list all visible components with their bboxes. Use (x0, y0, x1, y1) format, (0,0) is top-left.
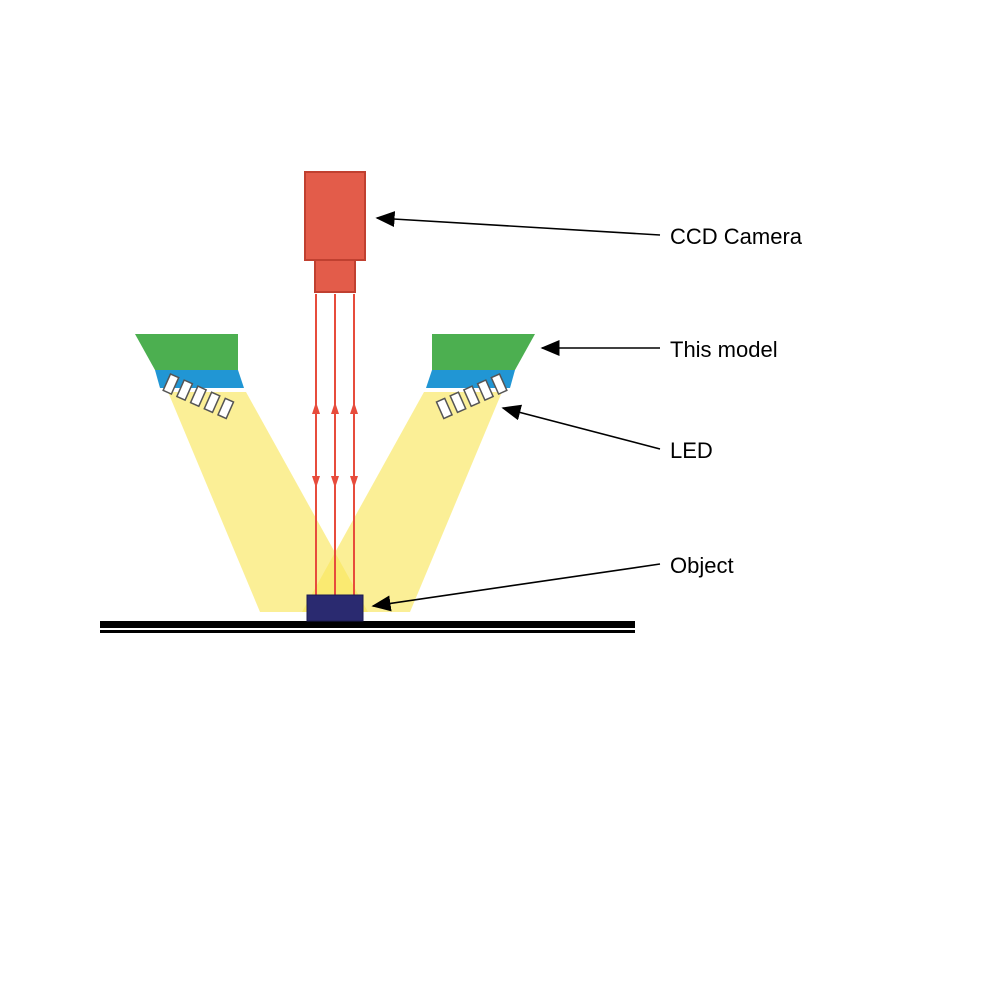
diagram-svg (0, 0, 1000, 1000)
label-camera: CCD Camera (670, 224, 802, 250)
label-led: LED (670, 438, 713, 464)
label-object: Object (670, 553, 734, 579)
label-model: This model (670, 337, 778, 363)
